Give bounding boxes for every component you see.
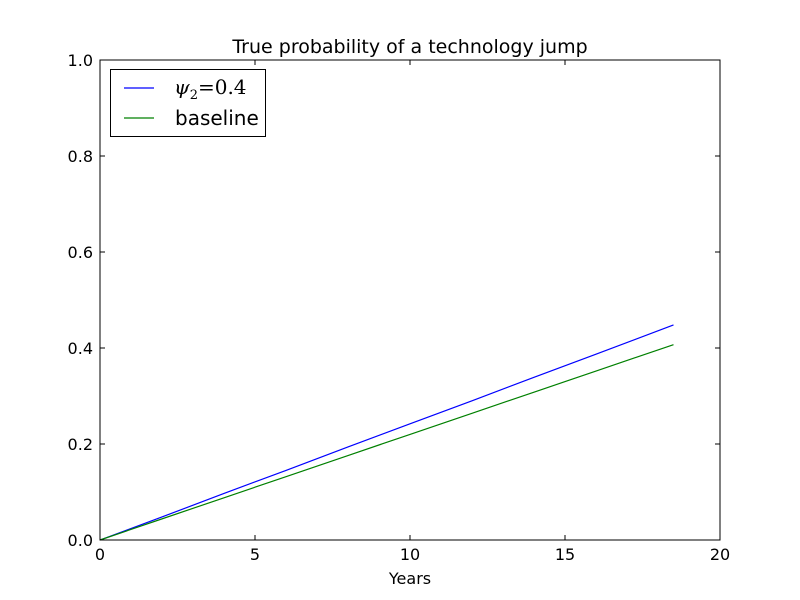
y-tick-label: 0.8 (68, 147, 93, 166)
legend-label-2: baseline (175, 106, 259, 130)
series-line-2 (99, 344, 674, 541)
x-axis-label: Years (388, 569, 431, 588)
legend-label-1: ψ2=0.4 (174, 75, 247, 103)
chart-title: True probability of a technology jump (231, 36, 587, 58)
x-tick-label: 5 (250, 545, 260, 564)
x-tick-label: 20 (710, 545, 730, 564)
series-line-1 (99, 324, 674, 541)
x-tick-label: 10 (400, 545, 420, 564)
y-tick-label: 1.0 (68, 51, 93, 70)
plot-area: 0 5 10 15 20 0.0 0.2 0.4 0.6 0.8 1.0 ψ2=0.4 baseline (68, 51, 731, 564)
y-tick-label: 0.4 (68, 339, 93, 358)
y-tick-label: 0.0 (68, 531, 93, 550)
x-tick-label: 0 (95, 545, 105, 564)
x-tick-label: 15 (555, 545, 575, 564)
legend-box (110, 69, 266, 137)
y-tick-label: 0.2 (68, 435, 93, 454)
y-tick-label: 0.6 (68, 243, 93, 262)
axes-frame (99, 59, 721, 541)
